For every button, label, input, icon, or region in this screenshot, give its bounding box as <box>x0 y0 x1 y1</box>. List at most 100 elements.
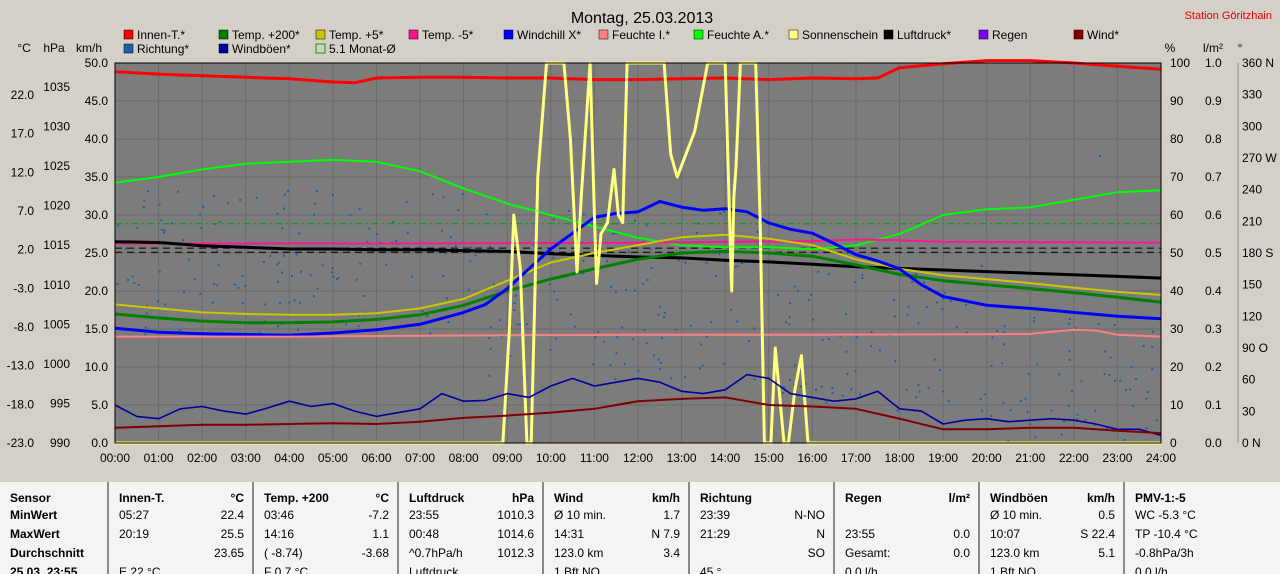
stats-label: 00:48 <box>409 527 440 541</box>
tick-label-hpa: 990 <box>50 436 70 450</box>
direction-point <box>915 272 918 275</box>
station-name: Station Göritzhain <box>1185 10 1272 22</box>
stats-value: °C <box>230 491 244 505</box>
x-tick-label: 01:00 <box>144 451 174 465</box>
direction-point <box>1075 327 1078 330</box>
direction-point <box>133 281 136 284</box>
direction-point <box>145 312 148 315</box>
stats-label: 23:55 <box>409 508 440 522</box>
direction-point <box>158 203 161 206</box>
legend: Innen-T.* Temp. +200* Temp. +5* Temp. -5* Wi… <box>123 28 1119 56</box>
direction-point <box>669 377 672 380</box>
stats-header: Luftdruck hPa <box>399 491 542 510</box>
direction-point <box>280 271 283 274</box>
direction-point <box>276 263 279 266</box>
x-tick-label: 00:00 <box>100 451 130 465</box>
legend-swatch <box>123 29 134 40</box>
direction-point <box>1080 380 1083 383</box>
x-tick-label: 04:00 <box>274 451 304 465</box>
direction-point <box>193 278 196 281</box>
direction-point <box>631 338 634 341</box>
direction-point <box>349 213 352 216</box>
stats-column: Sensor MinWert MaxWert Durchschnitt 25.03, 2… <box>0 482 107 574</box>
stats-row: 23:55 1010.3 <box>399 508 542 527</box>
legend-label: Temp. +5* <box>329 28 384 42</box>
legend-swatch <box>883 29 894 40</box>
direction-point <box>980 264 983 267</box>
tick-label-hpa: 995 <box>50 396 70 410</box>
stats-row-cut: 0.0 l/h <box>835 565 978 574</box>
direction-point <box>440 229 443 232</box>
unit-hpa: hPa <box>43 41 65 55</box>
series-line <box>114 200 1162 337</box>
direction-point <box>264 303 267 306</box>
direction-point <box>1108 374 1111 377</box>
legend-swatch <box>315 43 326 54</box>
direction-point <box>1027 373 1030 376</box>
direction-point <box>469 260 472 263</box>
direction-point <box>199 213 202 216</box>
direction-point <box>395 239 398 242</box>
tick-label-hpa: 1035 <box>43 80 70 94</box>
direction-point <box>1009 409 1012 412</box>
direction-point <box>163 229 166 232</box>
tick-label-kmh: 10.0 <box>85 360 109 374</box>
direction-point <box>1068 350 1071 353</box>
direction-point <box>955 326 958 329</box>
direction-point <box>658 305 661 308</box>
stats-column: PMV-1:-5 WC -5.3 °C TP -10.4 °C -0.8hPa/3h 0… <box>1125 482 1280 574</box>
direction-point <box>316 287 319 290</box>
direction-point <box>269 255 272 258</box>
direction-point <box>1067 405 1070 408</box>
direction-point <box>800 385 803 388</box>
tick-label-hpa: 1000 <box>43 357 70 371</box>
direction-point <box>137 283 140 286</box>
legend-swatch <box>788 29 799 40</box>
direction-point <box>730 308 733 311</box>
direction-point <box>966 331 969 334</box>
stats-header: Sensor <box>0 491 107 510</box>
direction-point <box>136 226 139 229</box>
direction-point <box>467 288 470 291</box>
direction-point <box>784 321 787 324</box>
direction-point <box>513 308 516 311</box>
direction-point <box>489 326 492 329</box>
direction-point <box>675 328 678 331</box>
direction-point <box>239 198 242 201</box>
legend-label: Feuchte I.* <box>612 28 670 42</box>
direction-point <box>934 358 937 361</box>
tick-label-temp: 7.0 <box>17 204 34 218</box>
direction-point <box>362 294 365 297</box>
direction-point <box>894 360 897 363</box>
direction-point <box>893 299 896 302</box>
direction-point <box>782 391 785 394</box>
direction-point <box>131 275 134 278</box>
direction-point <box>188 258 191 261</box>
direction-point <box>513 302 516 305</box>
legend-item: Windböen* <box>218 42 291 56</box>
direction-point <box>552 218 555 221</box>
direction-point <box>927 386 930 389</box>
stats-header: Windböen km/h <box>980 491 1123 510</box>
stats-label: 21:29 <box>700 527 731 541</box>
direction-point <box>1113 323 1116 326</box>
stats-row: WC -5.3 °C <box>1125 508 1280 527</box>
series-line <box>114 396 1162 435</box>
direction-point <box>1007 440 1010 443</box>
direction-point <box>896 409 899 412</box>
stats-label: TP -10.4 °C <box>1135 527 1198 541</box>
legend-label: Temp. -5* <box>422 28 474 42</box>
x-tick-label: 11:00 <box>580 451 609 465</box>
direction-point <box>689 324 692 327</box>
legend-label: Richtung* <box>137 42 189 56</box>
series-line <box>114 233 1162 316</box>
direction-point <box>1104 350 1107 353</box>
tick-label-kmh: 25.0 <box>85 246 109 260</box>
tick-label-temp: 17.0 <box>11 127 35 141</box>
stats-row: 23.65 <box>109 546 252 565</box>
tick-label-deg: 210 <box>1242 214 1262 228</box>
direction-point <box>820 385 823 388</box>
direction-point <box>1050 409 1053 412</box>
direction-point <box>719 212 722 215</box>
tick-label-kmh: 40.0 <box>85 132 109 146</box>
